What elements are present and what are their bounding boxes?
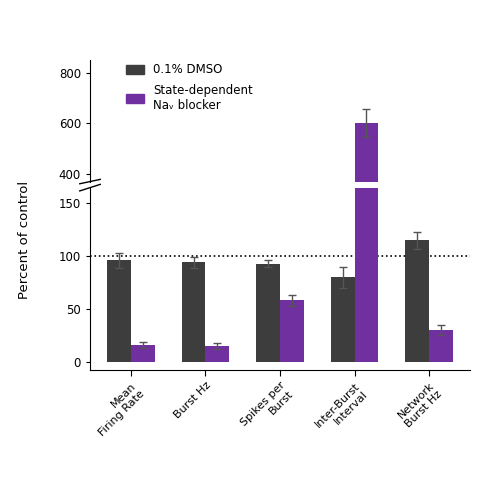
Bar [354,124,378,276]
Bar [256,252,280,276]
Bar [107,251,131,276]
Bar [330,277,354,361]
Bar [280,300,304,362]
Bar [131,271,155,276]
Legend: 0.1% DMSO, State-dependent
Naᵥ blocker: 0.1% DMSO, State-dependent Naᵥ blocker [126,64,253,112]
Bar [206,346,230,362]
Bar [405,246,429,276]
Bar [405,240,429,362]
Bar [107,260,131,362]
Bar [182,262,206,362]
Bar [256,264,280,362]
Text: Percent of control: Percent of control [18,181,32,299]
Bar [330,255,354,276]
Bar [131,344,155,362]
Bar [429,268,453,276]
Bar [354,0,378,362]
Bar [280,260,304,276]
Bar [206,272,230,276]
Bar [182,252,206,276]
Bar [429,330,453,362]
